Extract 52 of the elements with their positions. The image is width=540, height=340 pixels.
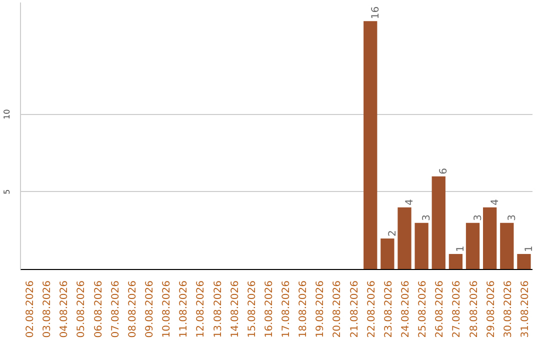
data-label: 1	[456, 246, 467, 252]
x-tick-label: 17.08.2026	[281, 280, 292, 338]
x-tick-label: 03.08.2026	[42, 280, 54, 338]
y-tick-label: 5	[2, 189, 12, 194]
bar	[448, 254, 463, 270]
data-label: 1	[524, 246, 535, 252]
x-tick-label: 31.08.2026	[520, 280, 531, 338]
x-tick-label: 20.08.2026	[332, 280, 344, 338]
data-label: 4	[404, 199, 416, 206]
x-tick-label: 21.08.2026	[349, 280, 360, 338]
y-tick-label: 10	[2, 109, 12, 120]
x-tick-label: 09.08.2026	[144, 280, 156, 338]
x-tick-label: 05.08.2026	[76, 280, 88, 338]
x-tick-label: 07.08.2026	[110, 280, 122, 338]
x-tick-label: 24.08.2026	[400, 280, 412, 338]
x-tick-label: 19.08.2026	[315, 280, 326, 338]
x-tick-label: 30.08.2026	[502, 280, 514, 338]
x-tick-label: 23.08.2026	[383, 280, 394, 338]
x-tick-label: 10.08.2026	[162, 280, 173, 338]
data-label: 3	[422, 214, 433, 221]
x-tick-label: 06.08.2026	[93, 280, 104, 338]
x-tick-label: 14.08.2026	[230, 280, 241, 338]
x-tick-label: 25.08.2026	[418, 280, 429, 338]
x-tick-label: 18.08.2026	[298, 280, 310, 338]
bar	[398, 207, 412, 270]
data-label: 3	[472, 214, 484, 221]
x-tick-label: 08.08.2026	[127, 280, 138, 338]
x-tick-label: 11.08.2026	[178, 280, 190, 338]
bar	[364, 21, 378, 270]
x-tick-label: 15.08.2026	[246, 280, 258, 338]
data-label: 4	[490, 199, 501, 206]
bar	[380, 238, 394, 270]
x-tick-label: 22.08.2026	[366, 280, 378, 338]
x-tick-label: 02.08.2026	[25, 280, 36, 338]
bar	[414, 222, 428, 270]
x-tick-label: 16.08.2026	[264, 280, 275, 338]
x-tick-label: 29.08.2026	[486, 280, 497, 338]
bar	[517, 254, 531, 270]
x-tick-label: 26.08.2026	[434, 280, 446, 338]
x-tick-label: 04.08.2026	[59, 280, 70, 338]
bar	[483, 207, 497, 270]
x-tick-label: 12.08.2026	[196, 280, 207, 338]
bar	[432, 176, 446, 270]
data-label: 6	[438, 168, 450, 174]
bar	[500, 222, 514, 270]
data-label: 2	[387, 230, 398, 236]
bar	[466, 222, 480, 270]
data-label: 3	[506, 214, 518, 221]
x-tick-label: 28.08.2026	[468, 280, 480, 338]
x-tick-label: 13.08.2026	[212, 280, 224, 338]
x-tick-label: 27.08.2026	[452, 280, 463, 338]
data-label: 16	[370, 6, 382, 20]
